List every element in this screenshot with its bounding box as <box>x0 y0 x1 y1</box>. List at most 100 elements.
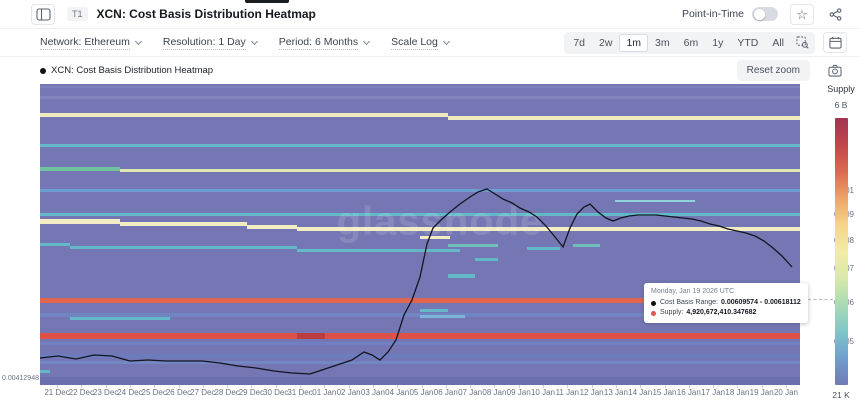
x-axis-label: 30 Dec <box>263 388 289 397</box>
chevron-down-icon <box>250 37 258 45</box>
colorbar-max-label: 6 B <box>834 100 848 110</box>
tooltip-supply-value: 4,920,672,410.347682 <box>686 309 757 317</box>
favorite-button[interactable]: ☆ <box>790 3 814 25</box>
x-axis-label: 28 Dec <box>214 388 240 397</box>
heatmap-band <box>70 246 297 249</box>
x-axis-tick <box>178 385 180 388</box>
x-axis-tick <box>688 385 690 388</box>
x-axis-tick <box>202 385 204 388</box>
toggle-knob <box>753 8 765 20</box>
x-axis-label: 02 Jan <box>336 388 361 397</box>
x-axis-label: 18 Jan <box>725 388 750 397</box>
x-axis-label: 05 Jan <box>409 388 434 397</box>
chart-area: 0.010.0090.0080.0070.0060.005 0.00412948… <box>0 84 860 405</box>
active-tab-indicator <box>245 0 289 3</box>
tooltip-supply-label: Supply: <box>660 309 684 317</box>
heatmap-canvas: glassnode <box>40 84 800 385</box>
page-title: XCN: Cost Basis Distribution Heatmap <box>96 7 316 21</box>
toolbar-dropdown-2[interactable]: Period: 6 Months <box>278 36 371 50</box>
cost-basis-dot <box>651 300 656 306</box>
x-axis-tick <box>567 385 569 388</box>
screenshot-button[interactable] <box>824 60 846 81</box>
heatmap-band <box>40 167 120 171</box>
toolbar-dropdowns: Network: Ethereum Resolution: 1 Day Period… <box>40 36 471 50</box>
share-button[interactable] <box>824 4 846 25</box>
supply-colorbar <box>835 118 848 385</box>
supply-dot <box>651 310 656 316</box>
heatmap-band <box>297 249 460 252</box>
point-in-time-label: Point-in-Time <box>681 8 744 20</box>
x-axis-label: 16 Jan <box>676 388 701 397</box>
x-axis-tick <box>105 385 107 388</box>
share-icon <box>829 7 841 21</box>
range-button-1m[interactable]: 1m <box>619 33 649 52</box>
calendar-button[interactable] <box>823 32 847 53</box>
heatmap-band <box>40 213 800 216</box>
heatmap-band <box>448 244 498 247</box>
x-axis-tick <box>786 385 787 388</box>
heatmap-band <box>573 244 600 247</box>
heatmap-plot[interactable]: glassnode Monday, Jan 19 2026 UTC Cost B… <box>39 84 833 385</box>
price-line <box>39 188 793 375</box>
tooltip-cost-basis-value: 0.00609574 - 0.00618112 <box>720 299 801 307</box>
range-button-7d[interactable]: 7d <box>566 34 592 52</box>
range-button-1y[interactable]: 1y <box>705 34 730 52</box>
x-axis-tick <box>713 385 715 388</box>
x-axis-tick <box>543 385 544 388</box>
toolbar-dropdown-0[interactable]: Network: Ethereum <box>40 35 142 50</box>
point-in-time-toggle[interactable] <box>752 7 778 21</box>
panel-layout-icon <box>35 7 51 21</box>
x-axis-label: 29 Dec <box>238 388 265 397</box>
reset-zoom-button[interactable]: Reset zoom <box>736 60 810 81</box>
heatmap-band <box>40 298 800 303</box>
range-button-2w[interactable]: 2w <box>592 34 619 52</box>
sidebar-toggle-button[interactable] <box>31 3 55 25</box>
toolbar-dropdown-3[interactable]: Scale Log <box>391 36 450 50</box>
x-axis-label: 14 Jan <box>628 388 653 397</box>
heatmap-band <box>40 86 800 88</box>
x-axis-tick <box>494 385 496 388</box>
x-axis-tick <box>615 385 617 388</box>
series-legend[interactable]: XCN: Cost Basis Distribution Heatmap <box>40 65 213 76</box>
colorbar-title: Supply <box>827 84 855 94</box>
x-axis-label: 24 Dec <box>117 388 143 397</box>
x-axis-label: 03 Jan <box>360 388 385 397</box>
range-button-6m[interactable]: 6m <box>677 34 706 52</box>
tab-badge[interactable]: T1 <box>67 7 88 21</box>
x-axis-tick <box>275 385 277 388</box>
range-button-all[interactable]: All <box>765 34 791 52</box>
dropdown-label: Network: Ethereum <box>40 35 130 50</box>
x-axis-label: 15 Jan <box>652 388 677 397</box>
heatmap-band <box>40 361 800 364</box>
range-button-ytd[interactable]: YTD <box>730 34 765 52</box>
toolbar-dropdown-1[interactable]: Resolution: 1 Day <box>162 36 258 50</box>
heatmap-band <box>40 219 120 224</box>
x-axis-label: 11 Jan <box>555 388 580 397</box>
zoom-area-icon <box>795 36 809 49</box>
heatmap-band <box>70 317 170 320</box>
x-axis-label: 19 Jan <box>749 388 774 397</box>
star-icon: ☆ <box>796 6 808 22</box>
heatmap-band <box>475 258 498 261</box>
range-button-3m[interactable]: 3m <box>648 34 677 52</box>
x-axis-tick <box>470 385 472 388</box>
heatmap-band <box>615 200 695 202</box>
header-bar: T1 XCN: Cost Basis Distribution Heatmap … <box>0 0 860 29</box>
calendar-icon <box>828 36 842 49</box>
x-axis-tick <box>129 385 131 388</box>
heatmap-band <box>40 113 448 117</box>
series-legend-label: XCN: Cost Basis Distribution Heatmap <box>51 65 214 76</box>
series-dot <box>40 67 46 74</box>
x-axis-label: 13 Jan <box>603 388 628 397</box>
heatmap-band <box>120 222 247 226</box>
tooltip-cost-basis-label: Cost Basis Range: <box>660 299 718 307</box>
x-axis-label: 04 Jan <box>385 388 410 397</box>
y-axis-min-label: 0.00412948 <box>2 375 39 382</box>
x-axis-tick <box>421 385 423 388</box>
x-axis-label: 17 Jan <box>701 388 726 397</box>
time-range-group: 7d 2w 1m 3m 6m 1y YTD All <box>564 31 815 54</box>
x-axis-label: 27 Dec <box>190 388 216 397</box>
heatmap-band <box>297 333 325 339</box>
tooltip: Monday, Jan 19 2026 UTC Cost Basis Range… <box>644 283 808 324</box>
zoom-select-button[interactable] <box>791 36 813 49</box>
